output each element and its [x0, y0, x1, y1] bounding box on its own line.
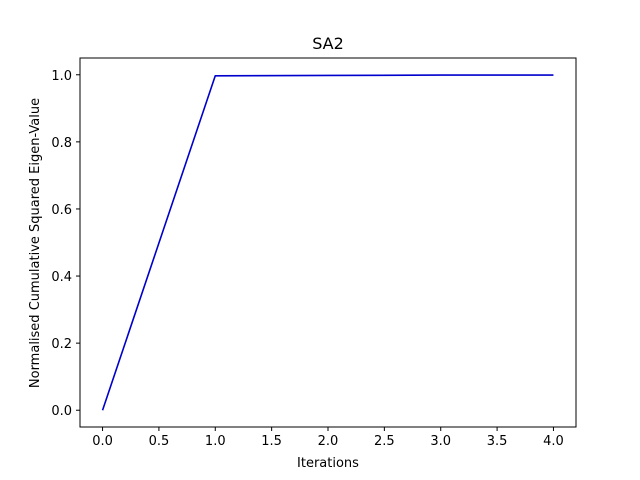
series-layer [101, 74, 554, 411]
y-axis-label: Normalised Cumulative Squared Eigen-Valu… [28, 98, 43, 388]
y-tick-label: 1.0 [51, 69, 72, 84]
x-tick-label: 4.0 [543, 434, 564, 449]
y-tick-label: 0.0 [51, 404, 72, 419]
y-ticks: 0.0 0.2 0.4 0.6 0.8 1.0 [51, 69, 80, 419]
x-tick-label: 2.5 [374, 434, 395, 449]
x-tick-label: 3.0 [430, 434, 451, 449]
y-tick-label: 0.2 [51, 337, 72, 352]
x-tick-label: 1.0 [205, 434, 226, 449]
plot-area: 0.0 0.5 1.0 1.5 2.0 2.5 3.0 3.5 4.0 0.0 0.2 0.4 0.6… [51, 57, 577, 449]
chart-title: SA2 [312, 34, 344, 53]
series-line [101, 74, 554, 411]
x-tick-label: 0.0 [92, 434, 113, 449]
y-tick-label: 0.8 [51, 136, 72, 151]
x-tick-label: 2.0 [318, 434, 339, 449]
x-tick-label: 1.5 [261, 434, 282, 449]
x-tick-label: 3.5 [487, 434, 508, 449]
x-ticks: 0.0 0.5 1.0 1.5 2.0 2.5 3.0 3.5 4.0 [92, 427, 564, 449]
x-tick-label: 0.5 [149, 434, 170, 449]
y-tick-label: 0.4 [51, 270, 72, 285]
y-tick-label: 0.6 [51, 203, 72, 218]
x-axis-label: Iterations [297, 456, 359, 471]
